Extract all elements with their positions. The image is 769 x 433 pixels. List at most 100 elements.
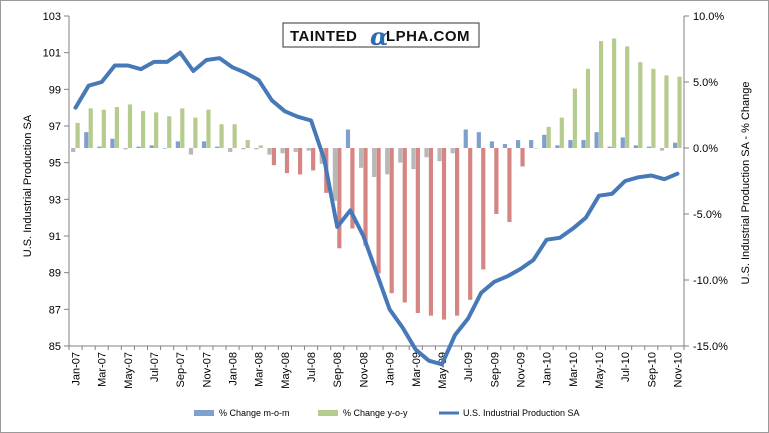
- yoy-bar: [350, 148, 355, 229]
- x-tick-label: Nov-10: [672, 352, 684, 387]
- y-right-tick-label: -10.0%: [693, 275, 728, 287]
- yoy-bar: [625, 46, 630, 148]
- yoy-bar: [533, 148, 538, 149]
- logo-prefix: TAINTED: [290, 28, 357, 45]
- mom-bar: [136, 146, 141, 148]
- x-tick-label: Jan-07: [71, 352, 83, 386]
- x-tick-label: Jul-09: [463, 352, 475, 382]
- yoy-bar: [651, 68, 656, 148]
- x-tick-label: Jul-10: [620, 352, 632, 382]
- x-tick-label: May-09: [437, 352, 449, 389]
- mom-bar: [241, 148, 246, 150]
- yoy-bar: [337, 148, 342, 249]
- yoy-bar: [75, 122, 80, 148]
- yoy-bar: [428, 148, 434, 316]
- logo-suffix: LPHA.COM: [386, 28, 470, 45]
- mom-bar: [293, 148, 298, 152]
- y-left-tick-label: 85: [49, 341, 61, 353]
- logo-frame: [282, 22, 480, 48]
- yoy-bar: [284, 148, 290, 174]
- mom-bar: [345, 129, 351, 148]
- yoy-bar: [101, 109, 106, 148]
- yoy-bar: [585, 68, 591, 148]
- mom-bar: [607, 146, 612, 148]
- yoy-bar: [258, 145, 263, 148]
- mom-bar: [659, 148, 665, 151]
- y-right-tick-label: -5.0%: [693, 209, 722, 221]
- mom-bar: [568, 140, 573, 148]
- mom-bar: [424, 148, 429, 158]
- y-left-tick-label: 103: [43, 11, 61, 23]
- mom-bar: [489, 141, 495, 148]
- x-tick-label: May-10: [594, 352, 606, 389]
- mom-bar: [646, 146, 652, 148]
- line-series-layer: [73, 50, 680, 367]
- yoy-bar: [114, 107, 119, 148]
- mom-bar: [110, 138, 115, 148]
- y-left-tick-label: 89: [49, 268, 61, 280]
- x-tick-label: Sep-10: [646, 352, 658, 387]
- x-tick-label: Sep-09: [489, 352, 501, 387]
- mom-bar: [450, 148, 455, 154]
- mom-bar: [476, 132, 481, 148]
- yoy-bar: [664, 75, 669, 148]
- yoy-bar: [180, 108, 185, 148]
- mom-bar: [515, 140, 521, 148]
- yoy-bar: [546, 126, 551, 148]
- y-right-tick-label: 5.0%: [693, 77, 718, 89]
- yoy-bar: [219, 124, 224, 148]
- axes-layer: 85 87 89 91 93 95 97 99 101 103 -15.0% -10.0% -5.0% 0…: [43, 11, 728, 389]
- mom-bar: [633, 145, 638, 148]
- mom-bar: [97, 146, 102, 148]
- mom-bar: [529, 140, 534, 148]
- yoy-bar: [402, 148, 407, 303]
- mom-bar: [306, 148, 311, 151]
- y-left-tick-label: 93: [49, 194, 61, 206]
- yoy-bar: [376, 148, 381, 274]
- yoy-bar: [572, 88, 577, 148]
- yoy-bar: [441, 148, 447, 320]
- yoy-bar: [455, 148, 460, 316]
- mom-bar: [372, 148, 377, 178]
- mom-bar: [385, 148, 390, 175]
- mom-bar: [332, 148, 337, 201]
- legend-swatch-yoy: [318, 410, 338, 416]
- x-tick-label: Jan-10: [542, 352, 554, 386]
- mom-bar: [620, 137, 625, 148]
- x-tick-label: Sep-08: [332, 352, 344, 387]
- x-tick-label: Mar-07: [97, 352, 109, 387]
- yoy-bar: [638, 62, 643, 149]
- legend-label-ip: U.S. Industrial Production SA: [463, 408, 580, 418]
- mom-bar: [398, 148, 403, 163]
- mom-bar: [673, 142, 678, 148]
- x-tick-label: Jul-08: [306, 352, 318, 382]
- mom-bar: [280, 148, 285, 154]
- yoy-bar: [154, 112, 159, 148]
- mom-bar: [149, 145, 154, 148]
- x-tick-label: Mar-09: [411, 352, 423, 387]
- yoy-bar: [271, 148, 277, 166]
- legend: % Change m-o-m % Change y-o-y U.S. Indus…: [194, 408, 580, 418]
- yoy-bar: [232, 124, 237, 148]
- yoy-bar: [297, 148, 303, 175]
- legend-label-mom: % Change m-o-m: [219, 408, 290, 418]
- legend-swatch-mom: [194, 410, 214, 416]
- mom-bar: [71, 148, 76, 152]
- bar-series-layer: [71, 38, 682, 320]
- y-left-tick-label: 87: [49, 304, 61, 316]
- y-right-axis-title: U.S. Industrial Production SA - % Change: [740, 82, 752, 285]
- mom-bar: [123, 148, 128, 150]
- mom-bar: [215, 146, 220, 148]
- y-left-tick-label: 91: [49, 231, 61, 243]
- yoy-bar: [612, 38, 617, 148]
- x-tick-label: Mar-10: [568, 352, 580, 387]
- y-left-tick-label: 99: [49, 84, 61, 96]
- logo: TAINTED α LPHA.COM: [282, 22, 480, 51]
- mom-bar: [437, 148, 442, 162]
- mom-bar: [555, 145, 560, 148]
- yoy-bar: [677, 76, 682, 148]
- y-right-tick-label: -15.0%: [693, 341, 728, 353]
- x-tick-label: Jan-08: [228, 352, 240, 386]
- x-tick-label: Mar-08: [254, 352, 266, 387]
